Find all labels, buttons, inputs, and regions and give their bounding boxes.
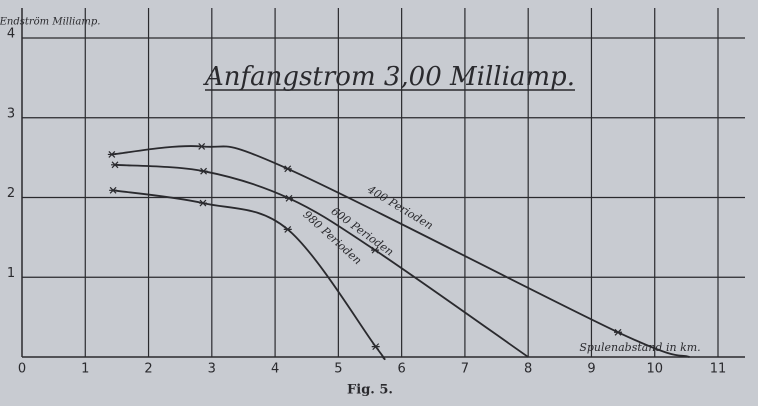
y-tick-label: 3 [7,106,15,121]
point-marker [109,186,118,194]
point-marker [198,199,207,207]
y-axis-label: Endström Milliamp. [0,17,100,28]
point-marker [371,343,380,351]
x-tick-label: 10 [646,362,663,377]
series-label: 400 Perioden [364,182,435,232]
series-line [114,163,529,358]
point-marker [285,194,294,202]
point-marker [107,151,116,158]
x-tick-label: 0 [18,362,26,377]
point-marker [614,328,623,336]
x-tick-label: 11 [710,362,727,377]
x-tick-label: 6 [397,362,405,377]
x-axis-label: Spulenabstand in km. [579,341,700,354]
caption: Fig. 5. [347,383,393,398]
x-tick-label: 9 [587,362,595,377]
point-marker [283,165,292,173]
y-tick-label: 1 [7,266,15,281]
point-marker [199,167,208,175]
x-tick-label: 1 [81,362,89,377]
y-tick-label: 2 [7,186,15,201]
x-tick-label: 2 [144,362,152,377]
point-marker [197,143,206,150]
x-tick-label: 5 [334,362,342,377]
x-tick-label: 7 [461,362,469,377]
x-tick-label: 8 [524,362,532,377]
x-tick-label: 4 [271,362,279,377]
point-marker [371,246,380,254]
y-tick-label: 4 [7,27,15,42]
chart-title: Anfangstrom 3,00 Milliamp. [203,62,575,92]
series-line [111,145,690,358]
x-tick-label: 3 [208,362,216,377]
point-marker [111,161,120,169]
point-marker [283,225,292,233]
